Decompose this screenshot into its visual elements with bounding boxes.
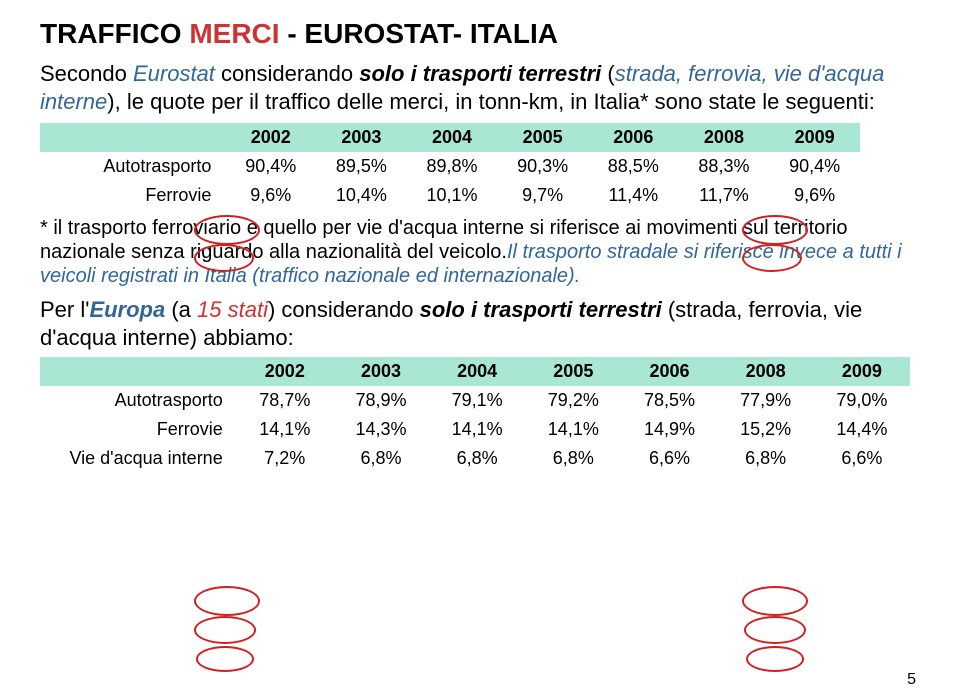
cell: 77,9% — [718, 386, 814, 415]
cell: 78,5% — [621, 386, 717, 415]
cell: 6,8% — [429, 444, 525, 473]
table-row: Autotrasporto 78,7% 78,9% 79,1% 79,2% 78… — [40, 386, 910, 415]
year-col: 2006 — [588, 123, 679, 152]
table-italy: 2002 2003 2004 2005 2006 2008 2009 Autot… — [40, 123, 860, 210]
europe-paragraph: Per l'Europa (a 15 stati) considerando s… — [40, 296, 920, 351]
cell: 15,2% — [718, 415, 814, 444]
cell: 89,8% — [407, 152, 498, 181]
cell: 14,9% — [621, 415, 717, 444]
p2-t2: (a — [165, 297, 197, 322]
circle-annotation — [746, 646, 804, 672]
cell: 79,0% — [814, 386, 910, 415]
cell: 6,8% — [525, 444, 621, 473]
row-label: Ferrovie — [40, 415, 237, 444]
cell: 11,4% — [588, 181, 679, 210]
row-label: Autotrasporto — [40, 152, 225, 181]
cell: 89,5% — [316, 152, 407, 181]
page-title: TRAFFICO MERCI - EUROSTAT- ITALIA — [40, 18, 920, 50]
table-italy-header: 2002 2003 2004 2005 2006 2008 2009 — [40, 123, 860, 152]
title-part-3: - EUROSTAT- ITALIA — [280, 18, 558, 49]
cell: 10,4% — [316, 181, 407, 210]
intro-t1: Secondo — [40, 61, 133, 86]
year-col: 2003 — [333, 357, 429, 386]
year-col: 2003 — [316, 123, 407, 152]
cell: 6,6% — [621, 444, 717, 473]
cell: 7,2% — [237, 444, 333, 473]
title-red: MERCI — [189, 18, 279, 49]
cell: 6,8% — [333, 444, 429, 473]
intro-paragraph: Secondo Eurostat considerando solo i tra… — [40, 60, 920, 115]
cell: 14,4% — [814, 415, 910, 444]
cell: 9,6% — [769, 181, 860, 210]
cell: 9,6% — [225, 181, 316, 210]
p2-15stati: 15 stati — [197, 297, 268, 322]
table-corner — [40, 357, 237, 386]
p2-europa: Europa — [89, 297, 165, 322]
circle-annotation — [742, 586, 808, 616]
year-col: 2009 — [814, 357, 910, 386]
cell: 90,3% — [497, 152, 588, 181]
cell: 88,5% — [588, 152, 679, 181]
table-row: Ferrovie 14,1% 14,3% 14,1% 14,1% 14,9% 1… — [40, 415, 910, 444]
cell: 79,2% — [525, 386, 621, 415]
table-row: Autotrasporto 90,4% 89,5% 89,8% 90,3% 88… — [40, 152, 860, 181]
year-col: 2008 — [679, 123, 770, 152]
circle-annotation — [196, 646, 254, 672]
p2-t3: ) considerando — [268, 297, 420, 322]
table-europe-header: 2002 2003 2004 2005 2006 2008 2009 — [40, 357, 910, 386]
cell: 10,1% — [407, 181, 498, 210]
footnote: * il trasporto ferroviario e quello per … — [40, 216, 920, 288]
cell: 14,1% — [237, 415, 333, 444]
year-col: 2005 — [497, 123, 588, 152]
cell: 78,9% — [333, 386, 429, 415]
cell: 79,1% — [429, 386, 525, 415]
table-row: Ferrovie 9,6% 10,4% 10,1% 9,7% 11,4% 11,… — [40, 181, 860, 210]
row-label: Autotrasporto — [40, 386, 237, 415]
year-col: 2008 — [718, 357, 814, 386]
cell: 9,7% — [497, 181, 588, 210]
intro-terrestri: solo i trasporti terrestri — [359, 61, 601, 86]
intro-t3: ( — [601, 61, 614, 86]
intro-eurostat: Eurostat — [133, 61, 215, 86]
intro-t2: considerando — [215, 61, 359, 86]
cell: 6,8% — [718, 444, 814, 473]
cell: 90,4% — [225, 152, 316, 181]
circle-annotation — [194, 616, 256, 644]
table-europe: 2002 2003 2004 2005 2006 2008 2009 Autot… — [40, 357, 910, 473]
cell: 90,4% — [769, 152, 860, 181]
cell: 11,7% — [679, 181, 770, 210]
cell: 6,6% — [814, 444, 910, 473]
row-label: Vie d'acqua interne — [40, 444, 237, 473]
cell: 14,1% — [429, 415, 525, 444]
year-col: 2009 — [769, 123, 860, 152]
page-number: 5 — [907, 671, 916, 689]
year-col: 2005 — [525, 357, 621, 386]
p2-t1: Per l' — [40, 297, 89, 322]
title-part-1: TRAFFICO — [40, 18, 189, 49]
year-col: 2006 — [621, 357, 717, 386]
year-col: 2002 — [225, 123, 316, 152]
cell: 14,1% — [525, 415, 621, 444]
row-label: Ferrovie — [40, 181, 225, 210]
cell: 88,3% — [679, 152, 770, 181]
intro-t4: ), le quote per il traffico delle merci,… — [107, 89, 875, 114]
year-col: 2002 — [237, 357, 333, 386]
year-col: 2004 — [407, 123, 498, 152]
p2-bold: solo i trasporti terrestri — [420, 297, 662, 322]
table-row: Vie d'acqua interne 7,2% 6,8% 6,8% 6,8% … — [40, 444, 910, 473]
cell: 78,7% — [237, 386, 333, 415]
circle-annotation — [194, 586, 260, 616]
year-col: 2004 — [429, 357, 525, 386]
circle-annotation — [744, 616, 806, 644]
table-corner — [40, 123, 225, 152]
cell: 14,3% — [333, 415, 429, 444]
